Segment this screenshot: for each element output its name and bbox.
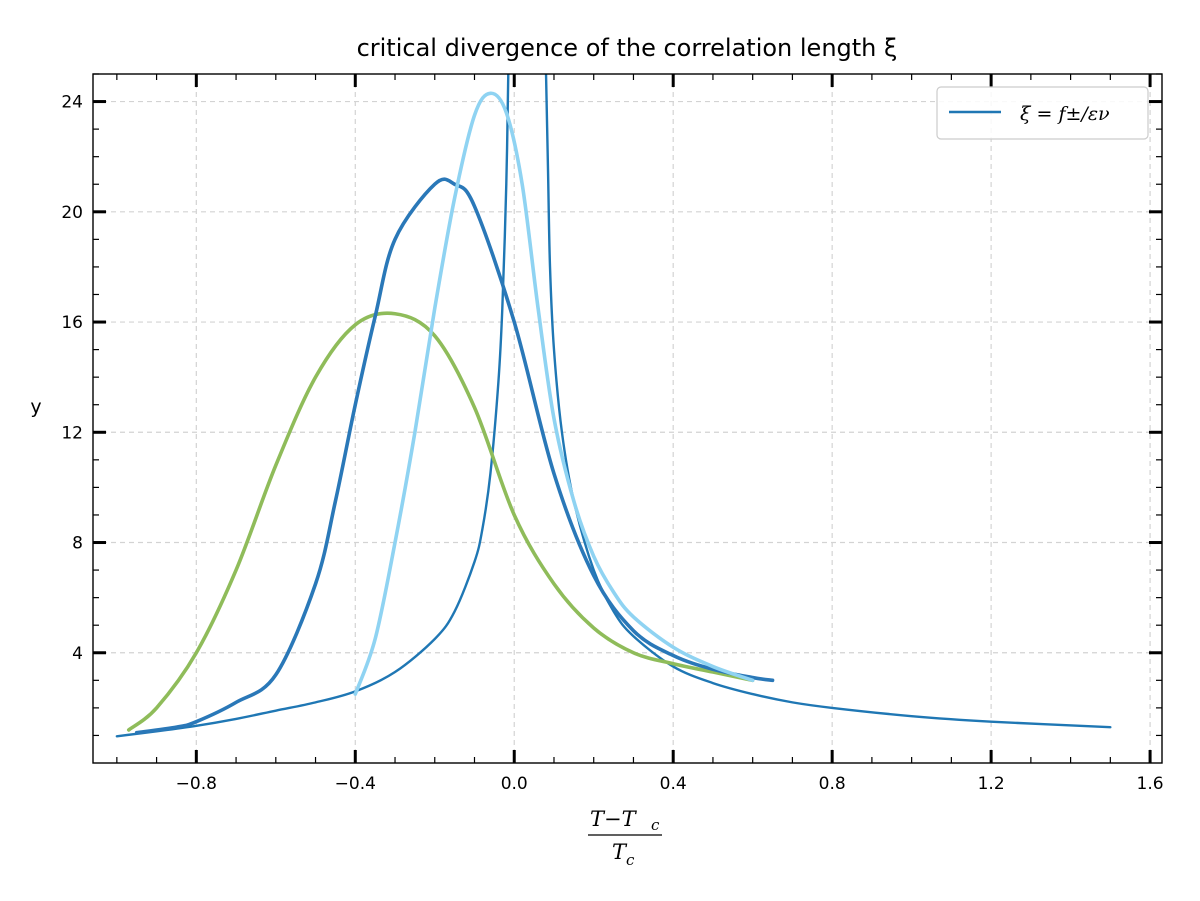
- series-line-critical-divergence-branch-2: [544, 74, 1112, 729]
- plot-frame: [92, 73, 1163, 764]
- y-tick-label: 20: [61, 203, 83, 223]
- y-tick-label: 12: [61, 423, 83, 443]
- axes-layer: −0.8 −0.4 0.0 0.4 0.8 1.2 1.6 4 8 12 16 20 24: [61, 73, 1164, 794]
- x-tick-label: 1.6: [1137, 774, 1164, 794]
- x-tick-label: −0.8: [176, 774, 217, 794]
- chart-title: critical divergence of the correlation l…: [357, 34, 898, 62]
- series-line-peak-1: [126, 311, 755, 732]
- y-tick-label: 8: [72, 534, 83, 554]
- x-axis-label-numerator: T−T: [590, 807, 638, 831]
- x-axis-label-denominator-sub: c: [626, 851, 635, 869]
- series-layer: [115, 74, 1112, 738]
- series-line-peak-2: [134, 177, 775, 735]
- x-tick-label: −0.4: [335, 774, 376, 794]
- series-line-peak-3: [353, 91, 755, 696]
- x-axis-label-denominator: T: [612, 840, 628, 864]
- legend: ξ = f±/εν: [936, 86, 1149, 140]
- x-axis-label-numerator-sub: c: [651, 816, 660, 834]
- x-tick-label: 0.0: [501, 774, 528, 794]
- y-tick-label: 24: [61, 93, 83, 113]
- legend-frame: [936, 86, 1149, 140]
- x-axis-label: T−T c T c: [588, 807, 662, 869]
- y-axis-label: y: [30, 396, 41, 418]
- series-line-critical-divergence-branch-1: [115, 74, 510, 738]
- grid-layer: [93, 74, 1162, 763]
- x-tick-label: 1.2: [978, 774, 1005, 794]
- y-tick-label: 4: [72, 644, 83, 664]
- x-tick-label: 0.4: [660, 774, 687, 794]
- y-tick-label: 16: [61, 313, 83, 333]
- legend-label: ξ = f±/εν: [1020, 103, 1110, 125]
- x-tick-label: 0.8: [819, 774, 846, 794]
